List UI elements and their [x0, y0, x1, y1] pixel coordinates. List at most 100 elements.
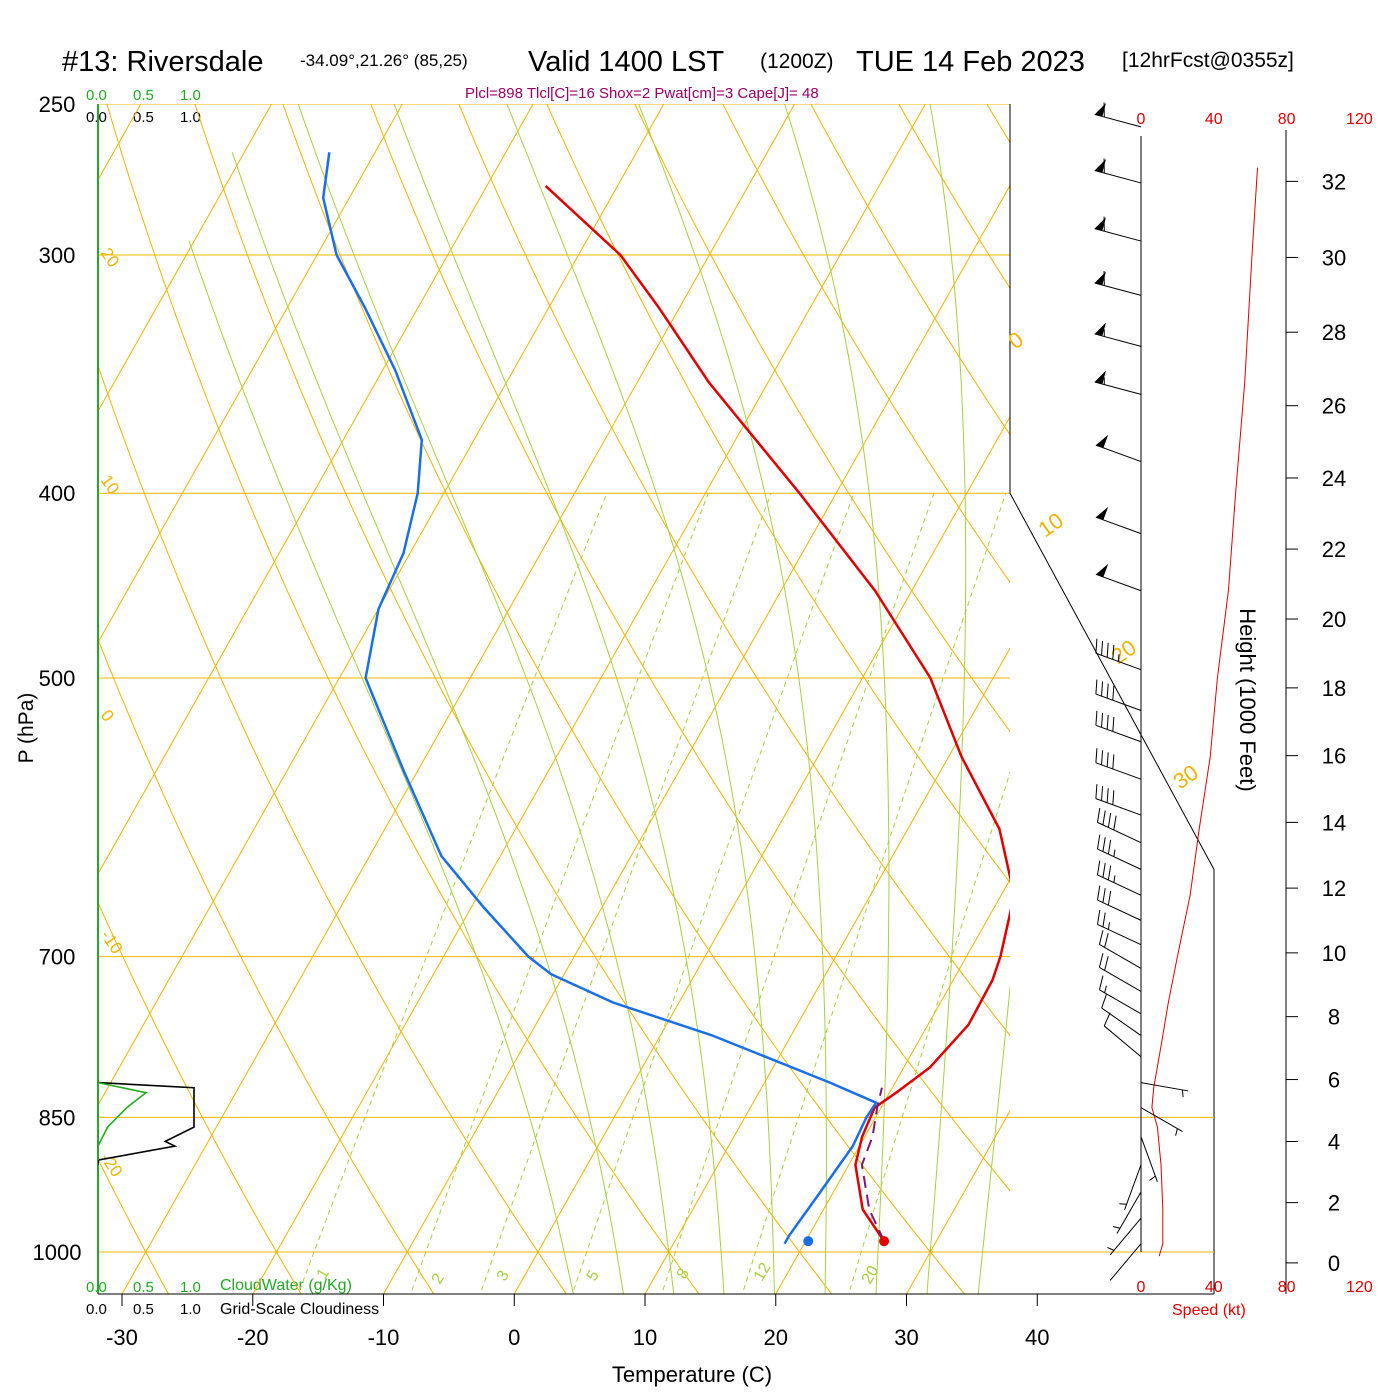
height-tick-label: 8 [1328, 1005, 1340, 1030]
wind-barb-feather [1107, 865, 1112, 881]
wind-barb-feather [1097, 860, 1101, 876]
mixing-ratio-line [848, 771, 1010, 1294]
mixing-ratio-line [297, 493, 608, 1294]
wind-barb [1097, 834, 1142, 870]
wind-barb [1094, 270, 1142, 296]
cloudwater-scale-bottom-2: 1.0 [180, 1279, 201, 1296]
dry-adiabat [194, 104, 833, 1294]
wind-barb-feather [1097, 885, 1101, 901]
wind-barb-staff [1094, 333, 1142, 347]
wind-barb [1094, 102, 1142, 128]
dry-adiabat [98, 364, 567, 1294]
wind-barb-staff [1097, 923, 1142, 946]
wind-barb-flag [1095, 434, 1109, 448]
wind-barb-half-feather [1149, 1175, 1156, 1181]
wind-barb [1095, 784, 1142, 816]
y-axis-label: P (hPa) [15, 693, 38, 764]
wind-barb [1140, 1136, 1158, 1182]
wind-barb-half-feather [1117, 654, 1120, 662]
temperature-tick-label: -20 [237, 1325, 269, 1350]
height-tick-label: 10 [1322, 941, 1346, 966]
mixing-ratio-line [741, 493, 1007, 1294]
cloudiness-scale-top-1: 0.5 [133, 109, 154, 126]
wind-barb [1119, 1164, 1142, 1211]
wind-barb-feather [1112, 685, 1115, 701]
wind-barb-staff [1094, 228, 1142, 242]
wind-barb-feather [1097, 807, 1101, 823]
wind-barb-staff [1109, 1243, 1142, 1281]
wind-barb-feather [1106, 714, 1109, 730]
wind-barb-feather [1107, 812, 1112, 828]
cloudiness-scale-top-0: 0.0 [86, 109, 107, 126]
dry-adiabat [634, 104, 1010, 733]
wind-barb-staff [1095, 693, 1142, 711]
isotherm [382, 184, 1010, 1294]
dry-adiabat [458, 104, 1010, 1037]
wind-barb-feather [1106, 642, 1109, 658]
height-axis-label: Height (1000 Feet) [1235, 608, 1260, 791]
wind-speed-tick-label: 0 [1137, 111, 1146, 128]
dry-adiabat [98, 1157, 169, 1294]
height-tick-label: 12 [1322, 876, 1346, 901]
wind-barb-staff [1097, 874, 1142, 896]
wind-barb-staff [1094, 282, 1142, 296]
height-tick-label: 2 [1328, 1191, 1340, 1216]
surface-temperature-marker [879, 1236, 890, 1247]
wind-barb-feather [1104, 933, 1109, 948]
forecast-label: [12hrFcst@0355z] [1122, 49, 1294, 72]
wind-barb [1097, 860, 1142, 896]
wind-barb-staff [1094, 170, 1142, 184]
wind-barb-half-feather [1104, 985, 1107, 993]
plot-right-border [1009, 104, 1215, 1294]
wind-barb-flag [1094, 271, 1106, 286]
wind-barb [1094, 370, 1142, 395]
height-tick-label: 6 [1328, 1068, 1340, 1093]
moist-adiabat [784, 104, 890, 1294]
dry-adiabat [98, 901, 302, 1294]
wind-barb [1094, 216, 1142, 242]
wind-barb-half-feather [1107, 1246, 1115, 1251]
mixing-ratio-label: 12 [751, 1260, 775, 1284]
wind-barb-flag [1095, 563, 1109, 578]
cloudiness-scale-bottom-1: 0.5 [133, 1301, 154, 1318]
wind-barb-half-feather [1181, 1089, 1184, 1098]
wind-barb-staff [1097, 821, 1142, 844]
wind-barb-feather [1095, 784, 1098, 799]
wind-barb-staff [1101, 1007, 1142, 1036]
height-tick-label: 4 [1328, 1130, 1340, 1155]
wind-speed-tick-label: 80 [1278, 111, 1296, 128]
temperature-tick-label: 20 [764, 1325, 788, 1350]
wind-barb [1094, 322, 1142, 347]
height-tick-label: 18 [1322, 676, 1346, 701]
wind-barb [1109, 1243, 1142, 1281]
cloudwater-scale-top-2: 1.0 [180, 87, 201, 104]
mixing-ratio-line [661, 493, 935, 1294]
wind-barb [1101, 994, 1142, 1036]
wind-barb [1094, 158, 1142, 184]
wind-barb-feather [1103, 1012, 1111, 1027]
isotherm [775, 878, 1010, 1294]
isotherm [98, 104, 534, 875]
wind-barb [1095, 748, 1142, 780]
isotherm [121, 104, 796, 1294]
wind-barb-staff [1140, 1107, 1183, 1133]
wind-barb-feather [1101, 994, 1107, 1009]
wind-barb-staff [1094, 113, 1142, 128]
wind-barb [1112, 1191, 1142, 1234]
x-axis-label: Temperature (C) [612, 1362, 772, 1387]
wind-speed-tick-label: 120 [1346, 1279, 1373, 1296]
wind-barb-feather [1101, 681, 1104, 697]
cloudwater-label: CloudWater (g/Kg) [220, 1277, 352, 1294]
dry-adiabat [98, 638, 435, 1294]
sounding-parameters: Plcl=898 Tlcl[C]=16 Shox=2 Pwat[cm]=3 Ca… [465, 85, 819, 102]
dry-adiabat [546, 104, 1010, 884]
wind-speed-tick-label: 0 [1137, 1279, 1146, 1296]
wind-barb-flag [1094, 322, 1106, 337]
cloudwater-scale-top-1: 0.5 [133, 87, 154, 104]
height-tick-label: 20 [1322, 607, 1346, 632]
wind-barb [1095, 434, 1142, 463]
temperature-tick-label: -10 [368, 1325, 400, 1350]
wind-barb-feather [1097, 909, 1101, 925]
wind-barb-half-feather [1107, 922, 1111, 930]
valid-date: TUE 14 Feb 2023 [856, 46, 1085, 78]
